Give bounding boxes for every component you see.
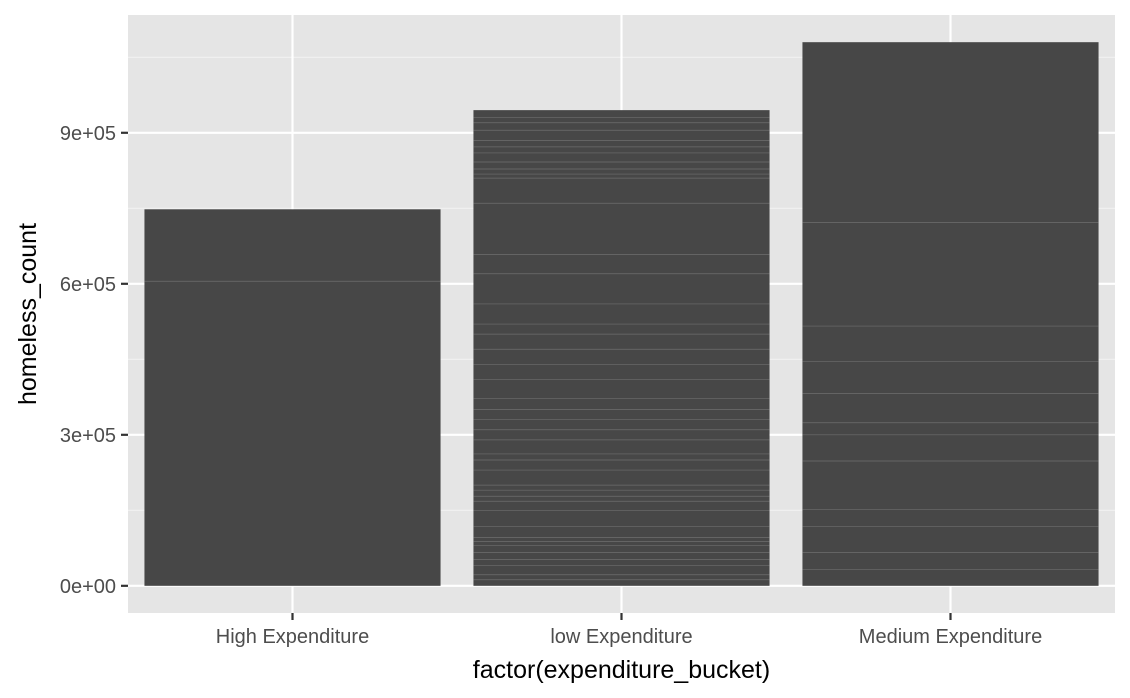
x-tick-label: High Expenditure [216, 626, 369, 648]
bars [144, 42, 1099, 586]
x-axis: High Expenditure low Expenditure Medium Ex… [216, 613, 1042, 648]
y-tick-label: 0e+00 [60, 576, 116, 598]
y-tick-label: 9e+05 [60, 123, 116, 145]
x-axis-title: factor(expenditure_bucket) [473, 656, 770, 684]
x-tick-label: low Expenditure [550, 626, 692, 648]
y-tick-label: 3e+05 [60, 425, 116, 447]
bar-high-expenditure [144, 209, 441, 586]
y-axis-title: homeless_count [14, 223, 42, 405]
y-axis: 0e+00 3e+05 6e+05 9e+05 [60, 123, 128, 598]
bar-medium-expenditure [802, 42, 1099, 586]
x-tick-label: Medium Expenditure [859, 626, 1042, 648]
bar-low-expenditure [473, 110, 770, 586]
y-tick-label: 6e+05 [60, 274, 116, 296]
